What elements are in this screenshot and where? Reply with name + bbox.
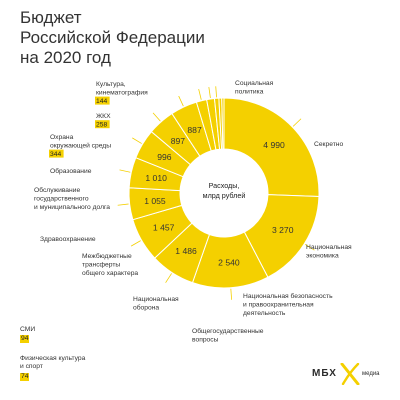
value-label-культура-кинематография: 144 (96, 98, 107, 105)
category-labels: СоциальнаяполитикаСекретноНациональнаяэк… (34, 80, 352, 343)
label-обслуживание-государственного-и-муниципального-долга-line-1: Обслуживание (34, 186, 80, 194)
leader-жкх (208, 87, 211, 99)
leader-секретно (304, 243, 315, 251)
title-line-1: Бюджет (20, 8, 82, 27)
value-highlight-жкх (95, 120, 110, 129)
external-item-smi: СМИ 94 (20, 326, 35, 344)
brand-mbx: МБХ (312, 368, 337, 379)
label-национальная-безопасность-и-правоохранительная-деятельность-line-1: Национальная безопасность (243, 292, 333, 300)
label-национальная-оборона-line-1: Национальная (133, 296, 179, 303)
brand-x-icon (340, 363, 360, 385)
leader-социальная-политика (292, 118, 302, 127)
label-национальная-экономика-line-1: Национальная (306, 244, 352, 251)
value-label-обслуживание-государственного-и-муниципального-долга: 897 (171, 136, 186, 146)
chart-title: Бюджет Российской Федерации на 2020 год (20, 8, 280, 68)
label-здравоохранение-line-1: Здравоохранение (40, 236, 96, 243)
label-социальная-политика-line-1: Социальная (235, 80, 274, 87)
label-секретно: Секретно (314, 141, 343, 148)
value-label-национальная-оборона: 1 055 (144, 196, 166, 206)
label-национальная-оборона-line-2: оборона (133, 303, 159, 311)
value-label-жкх: 258 (96, 122, 107, 129)
value-label-межбюджетные-трансферты-общего-характера: 1 010 (145, 173, 167, 183)
value-label-социальная-политика: 4 990 (263, 140, 285, 150)
value-label-секретно: 3 270 (272, 225, 294, 235)
leader-национальная-безопасность-и-правоохранительная-деятельность (165, 273, 172, 283)
label-обслуживание-государственного-и-муниципального-долга-line-3: и муниципального долга (34, 204, 110, 211)
leader-здравоохранение (132, 137, 142, 144)
value-label-образование: 887 (187, 125, 202, 135)
label-обслуживание-государственного-и-муниципального-долга-line-2: государственного (34, 195, 89, 202)
label-национальная-безопасность-и-правоохранительная-деятельность-line-2: и правоохранительная (243, 301, 314, 308)
label-общегосударственные-вопросы-line-1: Общегосударственные (192, 327, 264, 335)
external-value-smi: 94 (20, 335, 30, 344)
label-охрана-окружающей-среды-line-1: Охрана (50, 134, 74, 141)
value-label-охрана-окружающей-среды: 344 (50, 151, 61, 158)
external-item-sport: Физическая культура и спорт 74 (20, 355, 85, 381)
value-label-общегосударственные-вопросы: 1 457 (153, 222, 175, 232)
leader-национальная-оборона (117, 203, 129, 206)
external-label-sport-1: Физическая культура (20, 355, 86, 362)
brand-media: медиа (362, 371, 380, 377)
label-здравоохранение: Здравоохранение (40, 236, 96, 243)
label-национальная-экономика-line-2: экономика (306, 252, 339, 259)
label-культура-кинематография-line-2: кинематография (96, 89, 148, 96)
value-highlight-культура-кинематография (95, 96, 110, 105)
label-образование-line-1: Образование (50, 167, 92, 175)
label-общегосударственные-вопросы-line-2: вопросы (192, 336, 219, 343)
label-культура-кинематография-line-1: Культура, (96, 81, 126, 88)
label-образование: Образование (50, 167, 92, 175)
external-label-sport-2: и спорт (20, 363, 43, 371)
center-label-line-1: Расходы, (209, 181, 240, 190)
label-межбюджетные-трансферты-общего-характера-line-3: общего характера (82, 269, 138, 277)
label-жкх: ЖКХ 258 (95, 113, 111, 129)
leader-lines (117, 86, 315, 300)
leader-межбюджетные-трансферты-общего-характера (119, 169, 131, 173)
leader-образование (178, 95, 184, 107)
value-label-национальная-безопасность-и-правоохранительная-деятельность: 1 486 (175, 246, 197, 256)
leader-культура-кинематография (215, 86, 217, 98)
leader-общегосударственные-вопросы (130, 240, 141, 247)
value-highlight-охрана-окружающей-среды (49, 149, 64, 158)
leader-охрана-окружающей-среды (198, 88, 202, 100)
leader-национальная-экономика (230, 288, 233, 300)
title-line-3: на 2020 год (20, 48, 111, 67)
value-labels: 4 990 3 270 2 540 1 486 1 457 1 055 1 010 996 89… (144, 125, 294, 267)
donut-slices (128, 97, 320, 289)
title-line-2: Российской Федерации (20, 28, 205, 47)
slice-физическая-культура-и-спорт (221, 97, 225, 150)
external-label-smi: СМИ (20, 326, 36, 333)
value-label-здравоохранение: 996 (157, 152, 172, 162)
value-label-национальная-экономика: 2 540 (218, 257, 240, 267)
label-национальная-безопасность-и-правоохранительная-деятельность-line-3: деятельность (243, 310, 286, 317)
external-value-sport: 74 (20, 372, 30, 381)
leader-обслуживание-государственного-и-муниципального-долга (152, 112, 161, 122)
center-label-line-2: млрд рублей (203, 191, 246, 200)
label-межбюджетные-трансферты-общего-характера-line-2: трансферты (82, 261, 120, 268)
label-охрана-окружающей-среды-line-2: окружающей среды (50, 141, 111, 149)
label-секретно-line-1: Секретно (314, 141, 343, 148)
slice-социальная-политика (223, 97, 320, 198)
label-культура-кинематография: Культура,кинематография 144 (95, 81, 148, 105)
label-жкх-line-1: ЖКХ (96, 113, 111, 120)
label-межбюджетные-трансферты-общего-характера-line-1: Межбюджетные (82, 252, 132, 260)
brand-logo: МБХ медиа (312, 363, 392, 386)
label-социальная-политика-line-2: политика (235, 88, 264, 95)
